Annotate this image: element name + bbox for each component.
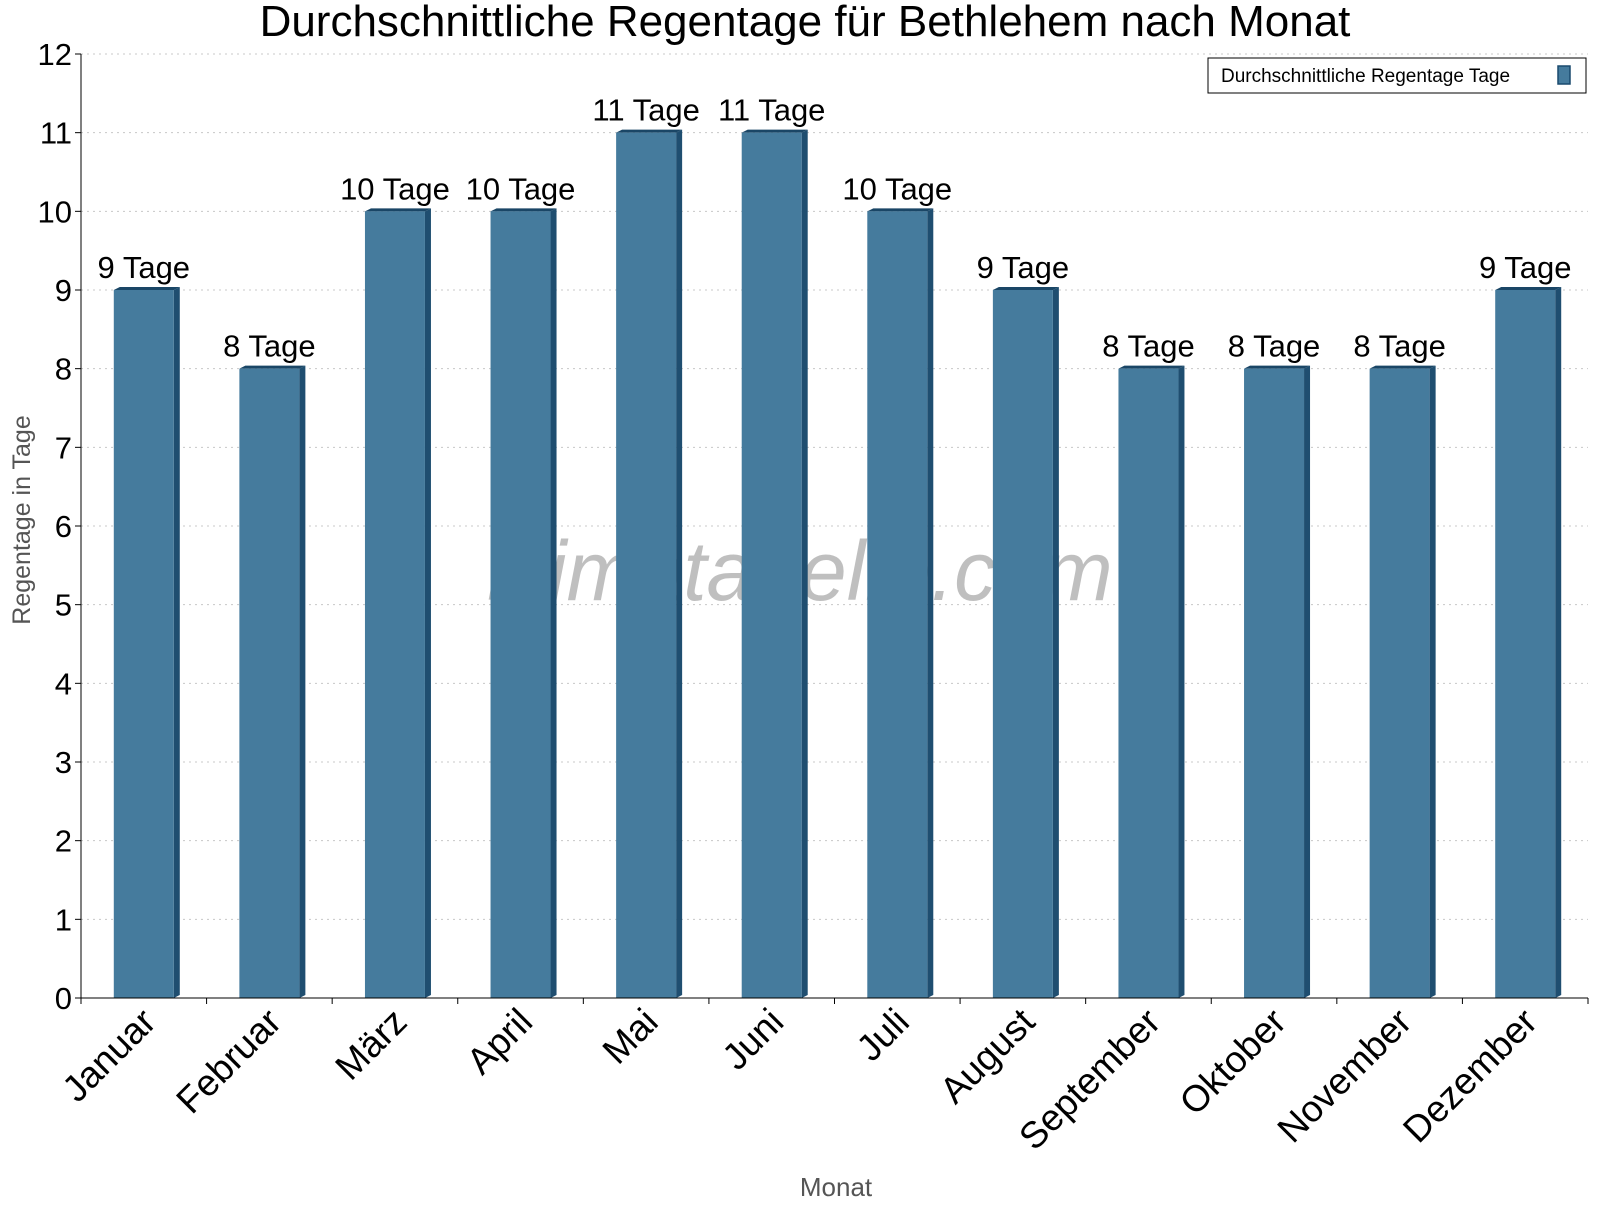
bar	[1495, 290, 1556, 998]
chart-title: Durchschnittliche Regentage für Bethlehe…	[260, 0, 1351, 46]
x-tick-label: Mai	[595, 1001, 666, 1072]
bar-value-label: 10 Tage	[842, 171, 952, 206]
bar-value-label: 8 Tage	[1102, 329, 1195, 364]
bar	[113, 290, 174, 998]
bar-layer	[113, 129, 1562, 999]
bar	[239, 368, 300, 999]
x-tick-label: Februar	[168, 1001, 289, 1122]
bar-side	[1304, 365, 1311, 999]
bar-top	[616, 129, 683, 133]
bar	[741, 132, 802, 998]
y-tick-label: 0	[55, 981, 72, 1016]
y-tick-label: 11	[40, 116, 72, 151]
grid-layer	[81, 53, 1588, 920]
bar-top	[1118, 365, 1185, 369]
x-tick-label: August	[932, 1000, 1043, 1111]
bar-side	[550, 208, 557, 999]
legend: Durchschnittliche Regentage Tage	[1207, 57, 1587, 94]
x-axis-title: Monat	[800, 1172, 873, 1200]
bar-top	[741, 129, 808, 133]
bar-top	[364, 208, 431, 212]
y-tick-label: 1	[55, 902, 72, 937]
bar-side	[173, 287, 180, 998]
bar-value-label: 9 Tage	[977, 250, 1070, 285]
bar-side	[1052, 287, 1059, 998]
legend-swatch	[1557, 65, 1571, 85]
bar-value-label: 8 Tage	[1228, 329, 1321, 364]
bar-value-label: 8 Tage	[1353, 329, 1446, 364]
y-axis-title: Regentage in Tage	[8, 415, 36, 624]
bar-side	[1178, 365, 1185, 999]
bar-top	[1244, 365, 1311, 369]
x-tick-label: Juli	[849, 1001, 917, 1069]
y-tick-label: 3	[55, 745, 72, 780]
bar-value-label: 9 Tage	[98, 250, 191, 285]
bar-top	[239, 365, 306, 369]
y-tick-label: 2	[55, 824, 72, 859]
bar-top	[490, 208, 557, 212]
legend-box	[1207, 57, 1587, 94]
bar-side	[424, 208, 431, 999]
bar-top	[867, 208, 934, 212]
x-tick-label: Juni	[714, 1001, 791, 1078]
legend-label: Durchschnittliche Regentage Tage	[1221, 66, 1510, 87]
y-tick-label: 4	[55, 666, 72, 701]
bar-side	[927, 208, 934, 999]
bar	[1244, 368, 1305, 999]
bar	[364, 211, 425, 999]
x-tick-label: Januar	[54, 1001, 163, 1110]
x-tick-label: März	[327, 1001, 414, 1088]
x-tick-label: November	[1270, 1001, 1420, 1151]
bar-value-label: 11 Tage	[718, 93, 825, 128]
bar	[867, 211, 928, 999]
y-tick-label: 6	[55, 509, 72, 544]
bar-value-label: 10 Tage	[340, 171, 450, 206]
y-tick-label: 7	[55, 430, 72, 465]
bar-top	[992, 287, 1059, 290]
y-tick-label: 8	[55, 352, 72, 387]
x-tick-label: Oktober	[1172, 1001, 1294, 1123]
bar-top	[113, 287, 180, 290]
bar-side	[1429, 365, 1436, 999]
bar-top	[1495, 287, 1562, 290]
bar	[490, 211, 551, 999]
y-tick-label: 5	[55, 588, 72, 623]
bar-value-label: 8 Tage	[223, 329, 316, 364]
x-tick-label: Dezember	[1395, 1001, 1545, 1151]
y-tick-label: 10	[38, 194, 72, 229]
bar-value-label: 9 Tage	[1479, 250, 1572, 285]
bar-side	[801, 129, 808, 998]
bar	[616, 132, 677, 998]
bar-value-label: 11 Tage	[592, 93, 699, 128]
bar-top	[1369, 365, 1436, 369]
bar-value-label: 10 Tage	[466, 171, 576, 206]
bar	[1118, 368, 1179, 999]
y-tick-label: 9	[55, 273, 72, 308]
bar	[1369, 368, 1430, 999]
bar	[992, 290, 1053, 998]
bar-side	[676, 129, 683, 998]
bar-side	[299, 365, 306, 999]
bar-side	[1555, 287, 1562, 998]
y-tick-label: 12	[38, 37, 72, 72]
x-tick-label: April	[459, 1001, 540, 1082]
